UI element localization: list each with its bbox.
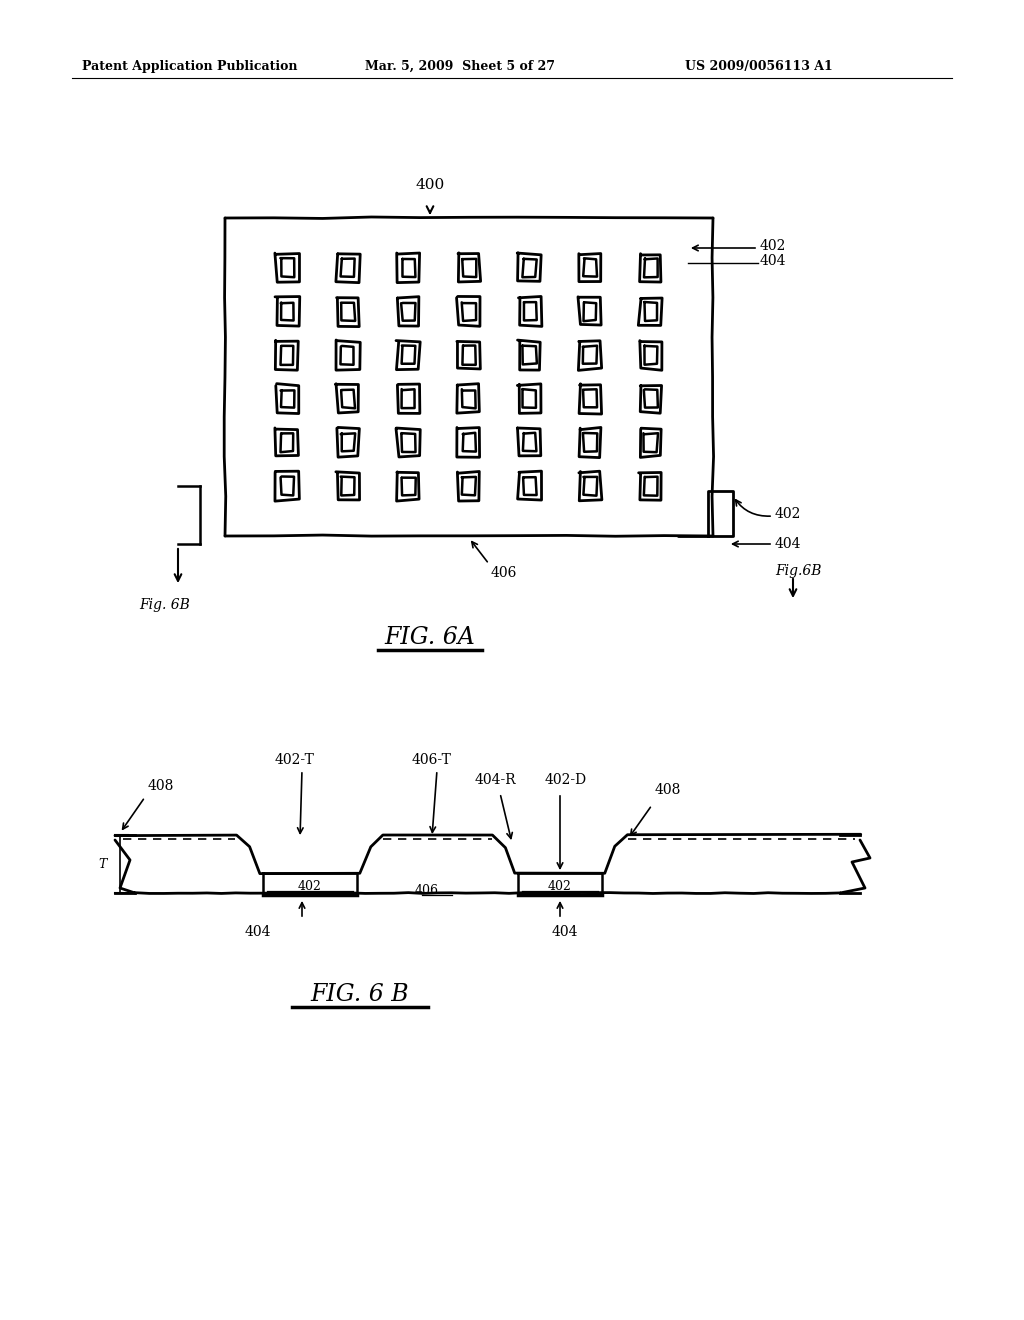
Text: 402: 402 bbox=[548, 880, 572, 894]
Text: 406: 406 bbox=[490, 566, 517, 579]
Text: FIG. 6 B: FIG. 6 B bbox=[310, 983, 410, 1006]
Text: 404: 404 bbox=[552, 925, 579, 939]
Text: 406-T: 406-T bbox=[412, 752, 452, 767]
Text: 404: 404 bbox=[760, 253, 786, 268]
Text: 402-D: 402-D bbox=[545, 774, 587, 787]
Text: 406: 406 bbox=[415, 884, 439, 898]
Text: Fig.6B: Fig.6B bbox=[775, 564, 821, 578]
Text: 402: 402 bbox=[760, 239, 786, 253]
Text: T: T bbox=[98, 858, 108, 871]
Text: Mar. 5, 2009  Sheet 5 of 27: Mar. 5, 2009 Sheet 5 of 27 bbox=[365, 59, 555, 73]
Text: 400: 400 bbox=[416, 178, 444, 191]
Text: 402: 402 bbox=[298, 880, 322, 894]
Text: 408: 408 bbox=[148, 779, 174, 793]
Text: US 2009/0056113 A1: US 2009/0056113 A1 bbox=[685, 59, 833, 73]
Text: Fig. 6B: Fig. 6B bbox=[139, 598, 190, 612]
Text: 402: 402 bbox=[775, 507, 802, 521]
Text: 404-R: 404-R bbox=[475, 774, 517, 787]
Text: 402-T: 402-T bbox=[275, 752, 314, 767]
Text: 404: 404 bbox=[775, 537, 802, 550]
Text: FIG. 6A: FIG. 6A bbox=[385, 626, 475, 649]
Text: 408: 408 bbox=[655, 783, 681, 797]
Text: Patent Application Publication: Patent Application Publication bbox=[82, 59, 298, 73]
Text: 404: 404 bbox=[245, 925, 271, 939]
